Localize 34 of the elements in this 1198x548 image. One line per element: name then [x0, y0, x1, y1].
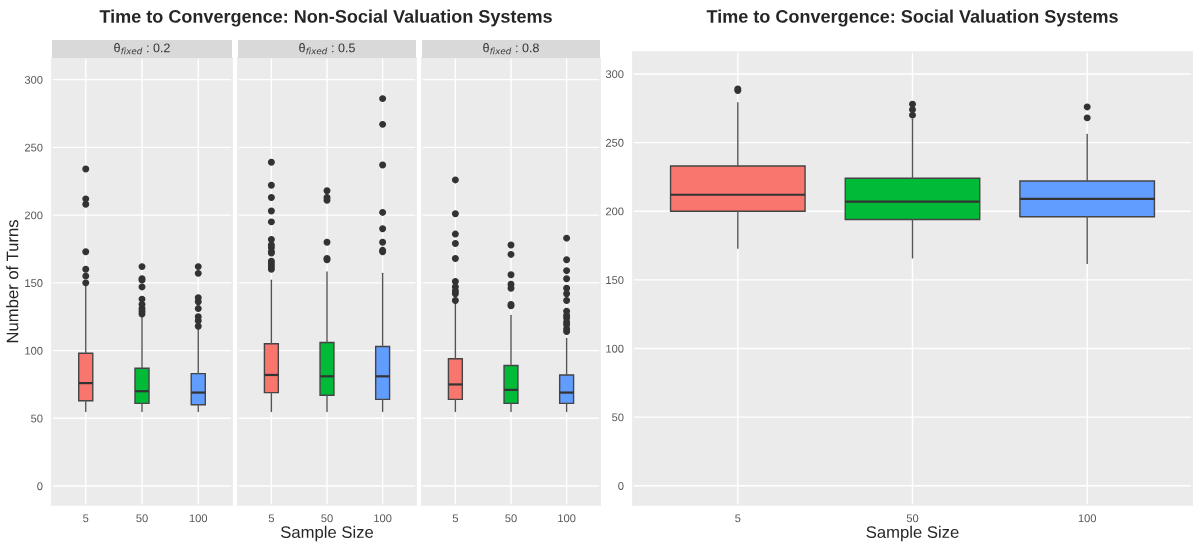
x-tick-label: 100	[189, 514, 208, 523]
chart-title: Time to Convergence: Social Valuation Systems	[706, 9, 1118, 27]
y-tick-label: 250	[24, 143, 43, 152]
x-tick-label: 50	[505, 514, 517, 523]
x-tick-label: 100	[558, 514, 576, 523]
y-tick-label: 200	[24, 211, 43, 220]
chart-subtitle: θ$_{fixed}$ : 0.8	[483, 43, 539, 55]
x-tick-label: 5	[452, 514, 458, 523]
x-tick-label: 5	[83, 514, 89, 523]
x-tick-label: 50	[906, 514, 919, 523]
text: Time to Convergence: Non-Social Valuation Systems	[99, 9, 552, 27]
y-tick-label: 300	[605, 70, 624, 79]
y-tick-label: 50	[612, 413, 624, 422]
x-tick-label: 100	[374, 514, 392, 523]
y-tick-label: 250	[605, 138, 624, 147]
y-tick-label: 100	[25, 346, 43, 355]
x-axis-title: Sample Size	[280, 525, 374, 542]
y-tick-label: 200	[605, 207, 624, 216]
y-tick-label: 0	[37, 482, 43, 491]
chart-subtitle: θ$_{fixed}$ : 0.2	[114, 43, 170, 55]
y-tick-label: 150	[25, 279, 43, 287]
y-tick-label: 100	[606, 344, 624, 353]
y-axis-title: Number of Turns	[6, 220, 19, 343]
x-tick-label: 5	[268, 514, 274, 523]
y-tick-label: 50	[31, 414, 43, 423]
y-tick-label: 300	[24, 75, 43, 84]
x-tick-label: 50	[136, 514, 148, 523]
x-tick-label: 50	[321, 514, 333, 523]
x-axis-title: Sample Size	[866, 525, 959, 542]
chart-subtitle: θ$_{fixed}$ : 0.5	[299, 43, 355, 55]
y-tick-label: 0	[618, 482, 624, 490]
y-tick-label: 150	[606, 276, 624, 285]
x-tick-label: 100	[1078, 514, 1097, 523]
x-tick-label: 5	[735, 514, 741, 523]
